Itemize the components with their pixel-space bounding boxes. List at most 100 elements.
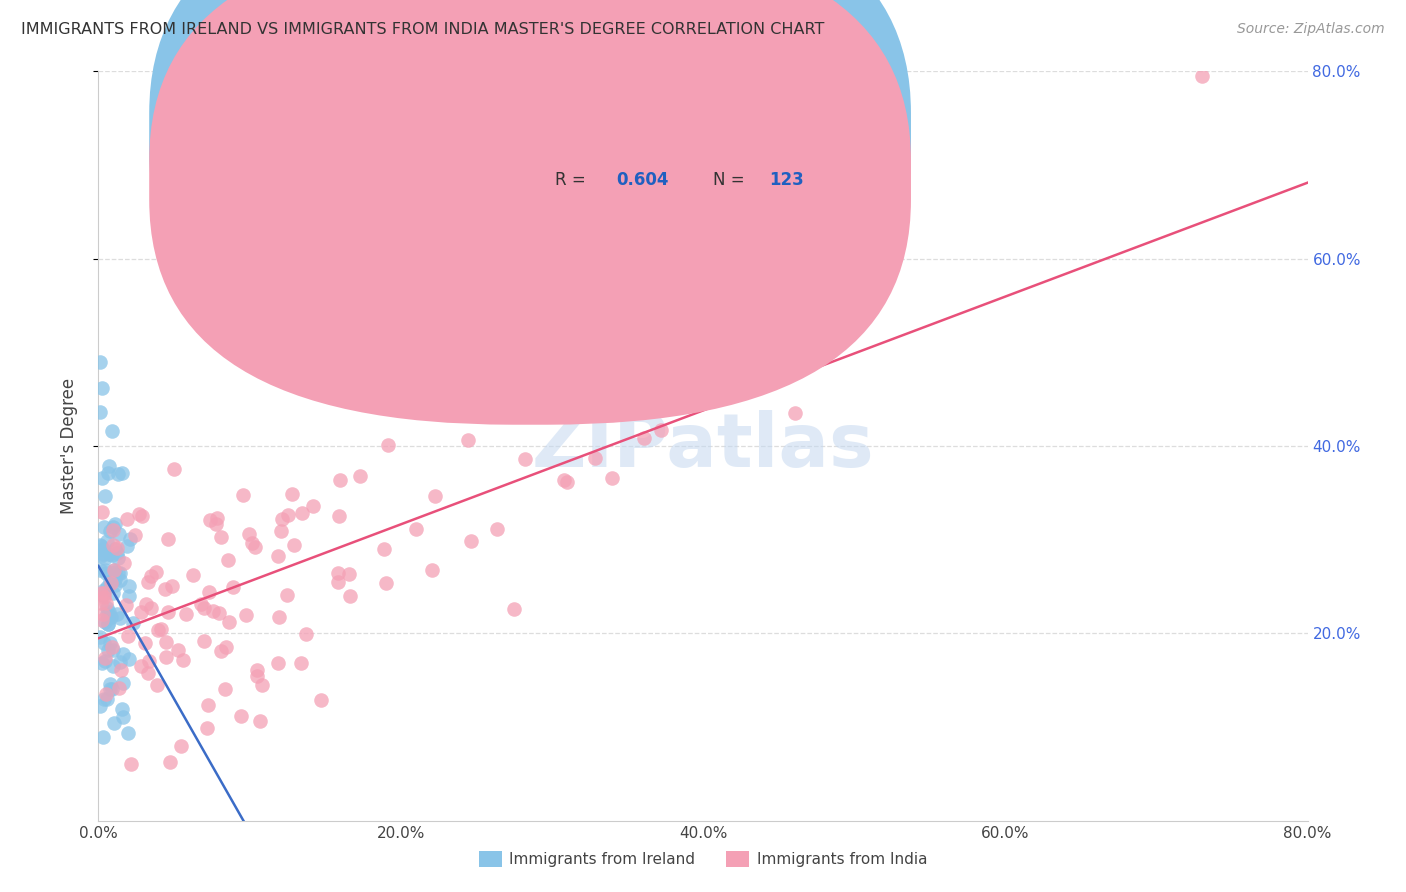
Point xyxy=(602,471,624,485)
Point xyxy=(240,535,263,549)
Point xyxy=(139,569,162,583)
Point xyxy=(153,582,176,596)
Point xyxy=(96,600,118,615)
Point xyxy=(157,605,180,619)
FancyBboxPatch shape xyxy=(149,0,911,377)
Point xyxy=(89,698,111,713)
Point xyxy=(98,682,121,697)
Point xyxy=(108,681,131,695)
Point xyxy=(91,505,114,519)
Point xyxy=(100,424,122,438)
Point xyxy=(115,598,138,612)
Point xyxy=(283,537,305,551)
Point xyxy=(129,659,152,673)
Text: IMMIGRANTS FROM IRELAND VS IMMIGRANTS FROM INDIA MASTER'S DEGREE CORRELATION CHA: IMMIGRANTS FROM IRELAND VS IMMIGRANTS FR… xyxy=(21,22,824,37)
Text: 80: 80 xyxy=(769,124,793,142)
Point xyxy=(197,698,219,712)
Point xyxy=(457,434,479,448)
Point xyxy=(115,512,138,526)
Point xyxy=(155,650,177,665)
Point xyxy=(110,663,132,677)
Point xyxy=(122,616,145,631)
Point xyxy=(295,626,318,640)
Point xyxy=(100,609,122,624)
Point xyxy=(110,611,132,625)
Point xyxy=(112,557,135,571)
Point xyxy=(93,582,115,597)
Point xyxy=(633,432,655,446)
Point xyxy=(101,640,124,655)
Point xyxy=(555,475,578,490)
Point xyxy=(160,579,183,593)
Text: 123: 123 xyxy=(769,171,804,189)
Point xyxy=(337,566,360,581)
Point xyxy=(97,617,120,632)
Point xyxy=(131,605,153,619)
Point xyxy=(98,606,121,620)
Point xyxy=(326,575,349,590)
Point xyxy=(104,572,127,586)
Point xyxy=(98,524,121,538)
Point xyxy=(97,547,120,561)
Point xyxy=(276,588,298,602)
Point xyxy=(159,755,181,769)
Point xyxy=(101,520,124,534)
Point xyxy=(328,509,350,524)
Point xyxy=(309,693,332,707)
Point xyxy=(111,676,134,690)
Point xyxy=(90,381,112,395)
Point xyxy=(103,523,125,537)
Point xyxy=(146,678,169,692)
Point xyxy=(134,635,156,649)
Point xyxy=(104,565,127,579)
Point xyxy=(650,423,672,437)
Point xyxy=(101,586,124,600)
Point xyxy=(89,563,111,577)
Point xyxy=(135,597,157,611)
Point xyxy=(131,509,153,524)
Text: N =: N = xyxy=(713,124,749,142)
Point xyxy=(91,547,114,561)
Point xyxy=(205,516,228,531)
Point xyxy=(208,606,231,620)
Point xyxy=(349,469,371,483)
Point xyxy=(100,681,122,696)
Point xyxy=(270,524,292,539)
Point xyxy=(169,739,191,753)
Point xyxy=(138,654,160,668)
Point xyxy=(91,470,114,484)
Point xyxy=(181,568,204,582)
FancyBboxPatch shape xyxy=(149,0,911,425)
Point xyxy=(201,604,224,618)
Point xyxy=(103,563,125,577)
Point xyxy=(111,701,134,715)
Point xyxy=(115,539,138,553)
Point xyxy=(163,462,186,476)
Y-axis label: Master's Degree: Master's Degree xyxy=(59,378,77,514)
Point xyxy=(91,730,114,744)
Text: Source: ZipAtlas.com: Source: ZipAtlas.com xyxy=(1237,22,1385,37)
Legend: Immigrants from Ireland, Immigrants from India: Immigrants from Ireland, Immigrants from… xyxy=(472,845,934,873)
Point xyxy=(89,404,111,418)
Point xyxy=(91,542,114,557)
Point xyxy=(100,575,122,590)
Point xyxy=(146,624,169,638)
Point xyxy=(217,552,239,566)
Point xyxy=(270,512,292,526)
Point xyxy=(94,615,117,630)
Point xyxy=(105,607,128,622)
Point xyxy=(94,596,117,610)
Point xyxy=(98,677,121,691)
Point xyxy=(91,657,114,671)
Point xyxy=(101,659,124,673)
Point xyxy=(155,635,177,649)
Point xyxy=(103,643,125,657)
Point xyxy=(291,506,314,520)
Text: -0.311: -0.311 xyxy=(616,124,675,142)
Point xyxy=(218,615,240,630)
Point xyxy=(124,528,146,542)
Point xyxy=(198,513,221,527)
Point xyxy=(93,520,115,534)
Point xyxy=(93,636,115,650)
Point xyxy=(107,566,129,581)
